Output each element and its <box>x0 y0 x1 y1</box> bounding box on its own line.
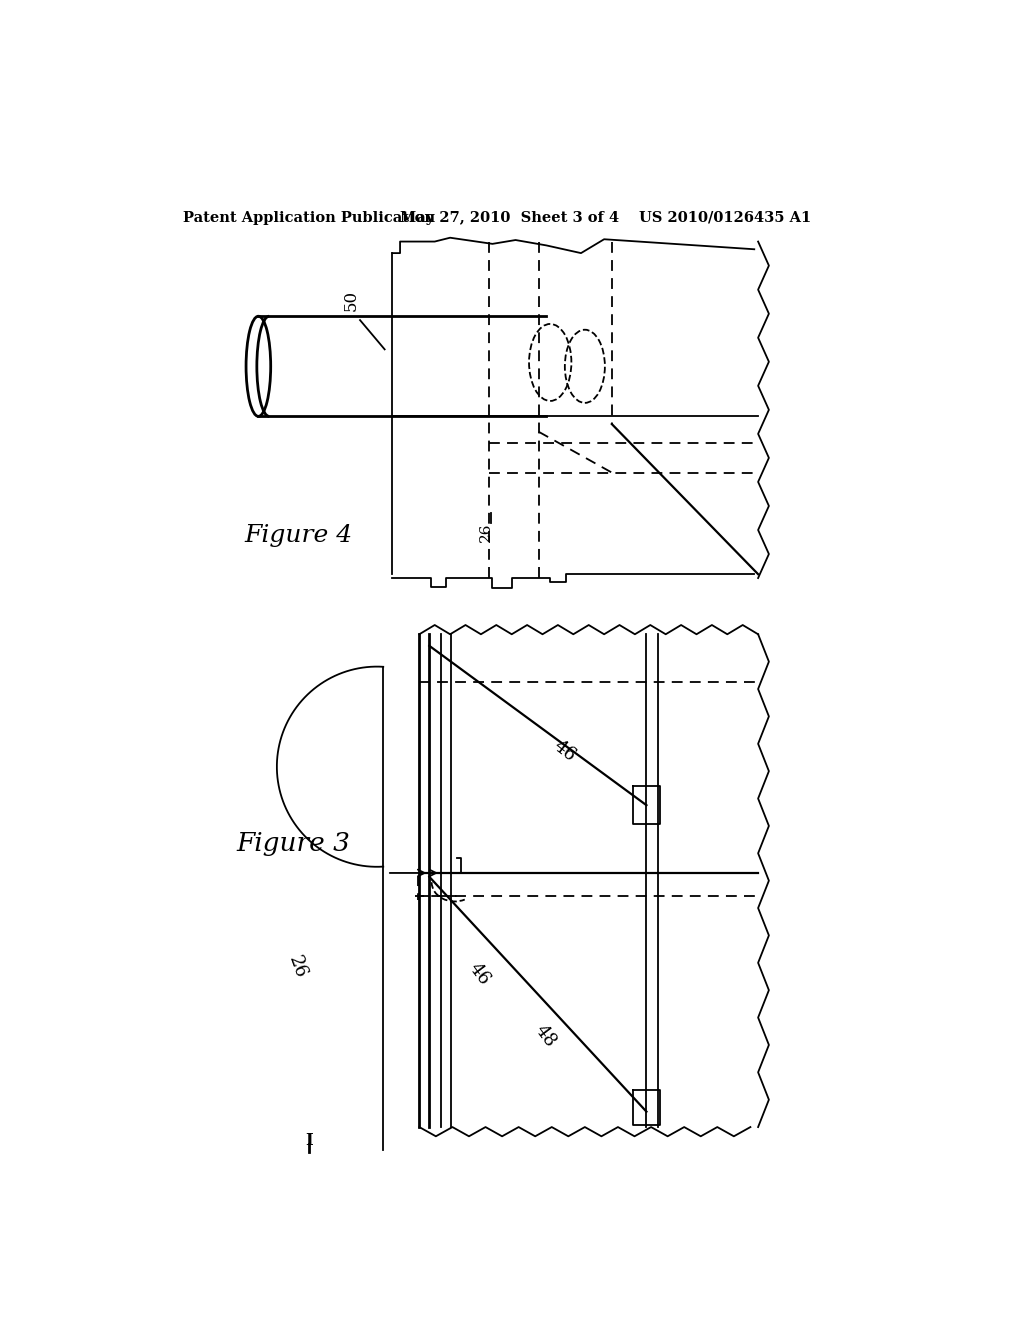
Text: Patent Application Publication: Patent Application Publication <box>183 211 435 224</box>
Text: May 27, 2010  Sheet 3 of 4: May 27, 2010 Sheet 3 of 4 <box>400 211 620 224</box>
Text: I: I <box>305 1131 313 1148</box>
Text: Figure 3: Figure 3 <box>237 832 350 857</box>
Text: 50: 50 <box>342 289 359 312</box>
Text: 26: 26 <box>478 523 493 541</box>
Text: 46: 46 <box>550 737 580 766</box>
Text: US 2010/0126435 A1: US 2010/0126435 A1 <box>639 211 811 224</box>
Text: 48: 48 <box>531 1022 559 1051</box>
Text: Figure 4: Figure 4 <box>245 524 352 548</box>
Text: 46: 46 <box>466 960 494 989</box>
Ellipse shape <box>246 317 270 416</box>
Text: 26: 26 <box>285 953 309 981</box>
